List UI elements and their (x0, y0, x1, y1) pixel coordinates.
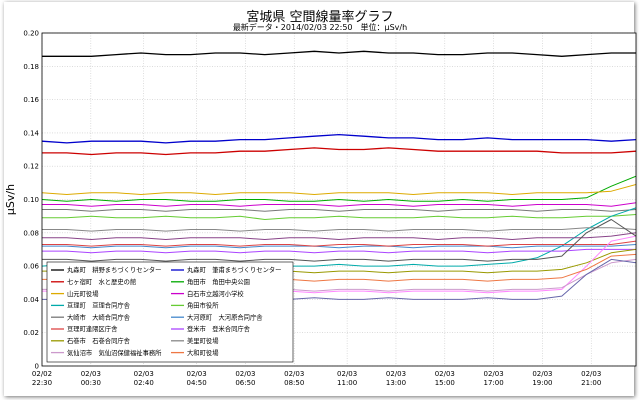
legend-label: 大崎市 大崎合同庁舎 (67, 312, 131, 321)
series-line (42, 248, 636, 254)
x-tick-time: 00:30 (81, 379, 101, 387)
legend-label: 大和町役場 (187, 348, 219, 357)
legend-label: 七ヶ宿町 水と歴史の館 (67, 277, 136, 286)
x-tick-date: 02/03 (81, 370, 101, 378)
x-tick-date: 02/03 (532, 370, 552, 378)
legend-label: 山元町役場 (67, 289, 99, 298)
chart-subtitle: 最新データ・2014/02/03 22:50 単位：μSv/h (232, 23, 408, 32)
x-tick-date: 02/03 (284, 370, 304, 378)
y-tick-label: 0.06 (23, 263, 39, 271)
x-tick-date: 02/03 (337, 370, 357, 378)
series-line (42, 227, 637, 232)
series-line (41, 133, 637, 144)
x-tick-time: 02:40 (134, 379, 154, 387)
series-line (41, 175, 637, 202)
x-tick-date: 02/02 (32, 370, 52, 378)
series-line (42, 50, 636, 57)
series-line (42, 209, 637, 212)
x-tick-time: 21:00 (581, 379, 601, 387)
y-tick-label: 0.14 (23, 129, 39, 137)
x-tick-date: 02/03 (386, 370, 406, 378)
x-tick-date: 02/03 (581, 370, 601, 378)
legend-label: 白石市立越河小学校 (187, 289, 244, 298)
y-tick-label: 0.08 (23, 229, 39, 237)
legend-label: 美里町役場 (187, 336, 219, 345)
legend-label: 角田市 角田中央公園 (187, 277, 250, 286)
x-tick-date: 02/03 (134, 370, 154, 378)
y-tick-label: 0.02 (23, 329, 39, 337)
legend-label: 登米市 登米合同庁舎 (187, 324, 251, 333)
x-tick-time: 22:30 (32, 379, 52, 387)
legend-label: 亘理町逢隈区庁舎 (67, 324, 118, 333)
series-line (42, 214, 637, 220)
x-tick-date: 02/03 (484, 370, 504, 378)
series-line (42, 147, 637, 156)
legend-label: 丸森町 筆甫まちづくりセンター (187, 265, 281, 274)
y-tick-label: 0.18 (23, 63, 39, 71)
plot-border (41, 32, 637, 367)
series-line (42, 232, 637, 240)
x-tick-time: 19:00 (532, 379, 552, 387)
legend-label: 亘理町 亘理合同庁舎 (67, 301, 131, 310)
legend-box (46, 261, 294, 363)
x-tick-date: 02/03 (435, 370, 455, 378)
series-line (41, 184, 637, 195)
legend-label: 気仙沼市 気仙沼保健福祉事務所 (67, 348, 162, 357)
y-tick-label: 0.20 (23, 30, 39, 38)
x-tick-time: 15:00 (435, 379, 455, 387)
series-line (42, 219, 637, 262)
series-line (42, 202, 637, 207)
y-axis-label: μSv/h (4, 184, 17, 215)
x-tick-time: 06:50 (235, 379, 255, 387)
legend-label: 大河原町 大河原合同庁舎 (187, 312, 263, 321)
x-tick-time: 11:00 (337, 379, 357, 387)
y-tick-label: 0.16 (23, 96, 39, 104)
y-tick-label: 0 (35, 363, 39, 371)
chart-title: 宮城県 空間線量率グラフ (246, 10, 394, 25)
x-tick-date: 02/03 (235, 370, 255, 378)
x-tick-date: 02/03 (187, 370, 207, 378)
x-tick-time: 13:00 (386, 379, 406, 387)
legend-label: 角田市役所 (187, 301, 219, 310)
legend-label: 石巻市 石巻合同庁舎 (67, 336, 131, 345)
y-tick-label: 0.12 (23, 163, 39, 171)
x-tick-time: 17:00 (484, 379, 504, 387)
y-tick-label: 0.04 (23, 296, 39, 304)
legend-label: 丸森町 耕野まちづくりセンター (67, 265, 161, 274)
series-line (42, 244, 637, 249)
x-tick-time: 04:50 (187, 379, 207, 387)
x-tick-time: 08:50 (284, 379, 304, 387)
y-tick-label: 0.10 (23, 196, 39, 204)
series-line (42, 240, 637, 247)
